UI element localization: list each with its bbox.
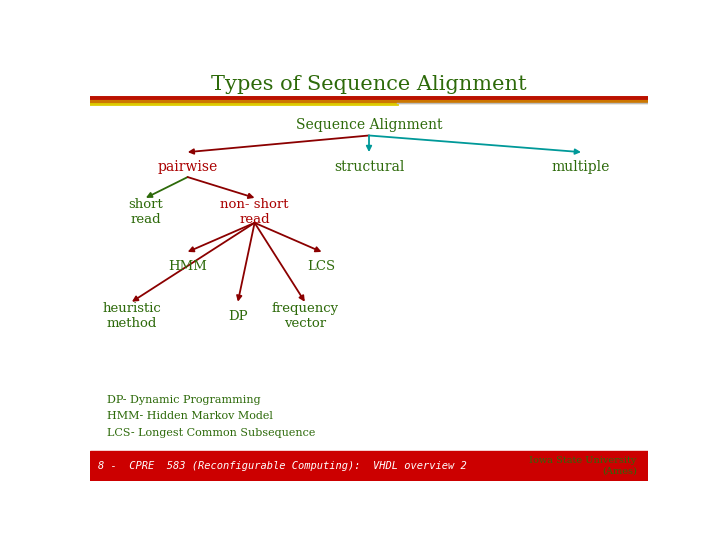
FancyArrowPatch shape xyxy=(255,223,320,252)
Text: Iowa State University
(Ames): Iowa State University (Ames) xyxy=(529,456,637,475)
Text: short
read: short read xyxy=(128,198,163,226)
Text: structural: structural xyxy=(334,160,404,174)
Text: non- short
read: non- short read xyxy=(220,198,289,226)
FancyArrowPatch shape xyxy=(189,136,369,154)
FancyArrowPatch shape xyxy=(237,223,255,300)
FancyArrowPatch shape xyxy=(366,136,372,150)
Text: HMM- Hidden Markov Model: HMM- Hidden Markov Model xyxy=(107,411,273,421)
Text: DP- Dynamic Programming: DP- Dynamic Programming xyxy=(107,395,261,404)
Text: LCS: LCS xyxy=(307,260,336,273)
FancyArrowPatch shape xyxy=(188,177,253,198)
FancyArrowPatch shape xyxy=(369,136,579,154)
FancyArrowPatch shape xyxy=(148,177,188,197)
Text: Sequence Alignment: Sequence Alignment xyxy=(296,118,442,132)
Text: 8 -  CPRE  583 (Reconfigurable Computing):  VHDL overview 2: 8 - CPRE 583 (Reconfigurable Computing):… xyxy=(99,461,467,471)
Text: heuristic
method: heuristic method xyxy=(102,302,161,330)
Text: LCS- Longest Common Subsequence: LCS- Longest Common Subsequence xyxy=(107,428,315,438)
Text: DP: DP xyxy=(228,310,248,323)
FancyArrowPatch shape xyxy=(255,223,304,300)
Bar xyxy=(90,451,648,481)
Text: Types of Sequence Alignment: Types of Sequence Alignment xyxy=(211,75,527,94)
FancyArrowPatch shape xyxy=(189,223,255,252)
Text: pairwise: pairwise xyxy=(158,160,217,174)
Text: frequency
vector: frequency vector xyxy=(271,302,338,330)
Text: HMM: HMM xyxy=(168,260,207,273)
Text: multiple: multiple xyxy=(552,160,611,174)
FancyArrowPatch shape xyxy=(133,223,255,301)
